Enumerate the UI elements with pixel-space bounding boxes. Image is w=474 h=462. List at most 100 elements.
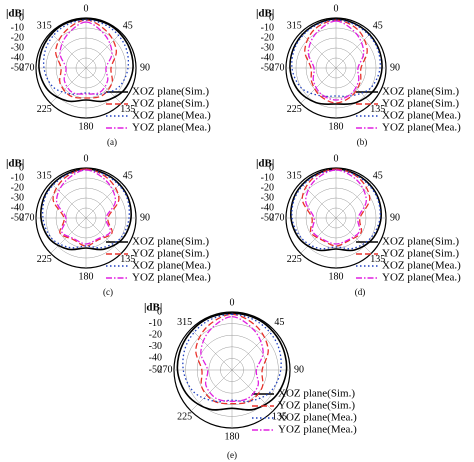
legend-label: XOZ plane(Mea.) — [132, 110, 211, 122]
legend-label: XOZ plane(Mea.) — [382, 260, 461, 272]
pattern-curve — [176, 312, 288, 411]
theta-tick-label: 135 — [120, 254, 135, 265]
pattern-curve — [305, 169, 367, 245]
theta-tick-label: 180 — [79, 121, 94, 132]
r-tick-label: -20 — [11, 182, 24, 193]
legend-label: XOZ plane(Sim.) — [382, 86, 459, 98]
pattern-curve — [289, 18, 383, 105]
pattern-curve — [55, 19, 117, 99]
r-tick-label: -20 — [11, 32, 24, 43]
theta-tick-label: 135 — [120, 104, 135, 115]
pattern-curve — [291, 169, 381, 250]
pattern-curve — [182, 313, 282, 403]
r-tick-label: -40 — [11, 52, 24, 63]
legend-label: YOZ plane(Mea.) — [132, 122, 211, 134]
polar-panel: 0-10-20-30-40-50|dB| 04590135180225270315… — [256, 3, 461, 147]
r-tick-label: -50 — [11, 212, 24, 223]
theta-tick-label: 315 — [177, 317, 192, 328]
radial-label: |dB| — [144, 302, 162, 314]
theta-tick-label: 45 — [123, 21, 133, 32]
theta-tick-label: 90 — [390, 212, 400, 223]
grid-spoke — [335, 217, 372, 254]
polar-panel: 0-10-20-30-40-50|dB| 04590135180225270315… — [256, 153, 461, 297]
grid-spoke — [85, 217, 122, 254]
r-tick-label: -30 — [11, 42, 24, 53]
legend-label: YOZ plane(Sim.) — [278, 400, 355, 412]
pattern-curve — [55, 169, 117, 245]
pattern-curve — [42, 19, 130, 95]
grid-spoke — [85, 32, 122, 69]
legend-label: YOZ plane(Mea.) — [278, 424, 357, 436]
legend-label: XOZ plane(Mea.) — [382, 110, 461, 122]
legend-label: YOZ plane(Sim.) — [132, 248, 209, 260]
legend-label: XOZ plane(Mea.) — [132, 260, 211, 272]
caption: (d) — [355, 287, 366, 297]
theta-tick-label: 90 — [140, 212, 150, 223]
caption: (c) — [103, 287, 113, 297]
r-tick-label: -10 — [149, 318, 162, 329]
theta-tick-label: 135 — [370, 254, 385, 265]
radial-label: |dB| — [6, 158, 24, 170]
polar-panel: 0-10-20-30-40-50|dB| 04590135180225270315… — [144, 297, 357, 460]
r-tick-label: -50 — [261, 62, 274, 73]
legend-label: YOZ plane(Mea.) — [132, 272, 211, 284]
theta-tick-label: 225 — [177, 412, 192, 423]
theta-tick-label: 0 — [84, 3, 89, 14]
theta-tick-label: 45 — [373, 21, 383, 32]
legend-label: XOZ plane(Mea.) — [278, 412, 357, 424]
r-tick-label: -30 — [261, 42, 274, 53]
theta-tick-label: 0 — [334, 153, 339, 164]
polar-panel: 0-10-20-30-40-50|dB| 04590135180225270315… — [6, 3, 211, 147]
pattern-curve — [42, 169, 130, 249]
pattern-curve — [307, 20, 365, 101]
r-tick-label: -10 — [261, 22, 274, 33]
r-tick-label: -40 — [261, 202, 274, 213]
theta-tick-label: 270 — [158, 364, 173, 375]
legend-label: YOZ plane(Sim.) — [132, 98, 209, 110]
theta-tick-label: 0 — [84, 153, 89, 164]
legend-label: XOZ plane(Sim.) — [132, 86, 209, 98]
pattern-curve — [301, 168, 371, 247]
theta-tick-label: 0 — [334, 3, 339, 14]
r-tick-label: 0 — [269, 162, 274, 173]
pattern-curve — [290, 168, 382, 252]
grid-spoke — [190, 328, 233, 371]
grid-spoke — [335, 182, 372, 219]
r-tick-label: -50 — [261, 212, 274, 223]
r-tick-label: 0 — [19, 12, 24, 23]
theta-tick-label: 90 — [294, 364, 304, 375]
legend-label: YOZ plane(Sim.) — [382, 248, 459, 260]
grid-spoke — [231, 369, 274, 412]
theta-tick-label: 180 — [225, 431, 240, 442]
legend-label: XOZ plane(Sim.) — [132, 236, 209, 248]
pattern-curve — [38, 18, 134, 103]
r-tick-label: -20 — [261, 32, 274, 43]
theta-tick-label: 270 — [270, 62, 285, 73]
r-tick-label: -50 — [11, 62, 24, 73]
r-tick-label: -50 — [149, 364, 162, 375]
theta-tick-label: 225 — [287, 254, 302, 265]
grid-spoke — [50, 32, 87, 69]
theta-tick-label: 45 — [123, 171, 133, 182]
theta-tick-label: 90 — [140, 62, 150, 73]
grid-spoke — [335, 32, 372, 69]
legend-label: YOZ plane(Mea.) — [382, 272, 461, 284]
theta-tick-label: 225 — [37, 104, 52, 115]
r-tick-label: -10 — [11, 172, 24, 183]
r-tick-label: 0 — [269, 12, 274, 23]
theta-tick-label: 180 — [329, 271, 344, 282]
caption: (a) — [107, 137, 117, 147]
radial-label: |dB| — [6, 8, 24, 20]
theta-tick-label: 45 — [274, 317, 284, 328]
theta-tick-label: 180 — [79, 271, 94, 282]
grid-spoke — [50, 217, 87, 254]
grid-spoke — [85, 67, 122, 104]
theta-tick-label: 315 — [37, 21, 52, 32]
theta-tick-label: 270 — [20, 62, 35, 73]
r-tick-label: 0 — [157, 306, 162, 317]
caption: (b) — [357, 137, 368, 147]
r-tick-label: -40 — [11, 202, 24, 213]
r-tick-label: -30 — [11, 192, 24, 203]
pattern-curve — [59, 21, 113, 95]
theta-tick-label: 90 — [390, 62, 400, 73]
